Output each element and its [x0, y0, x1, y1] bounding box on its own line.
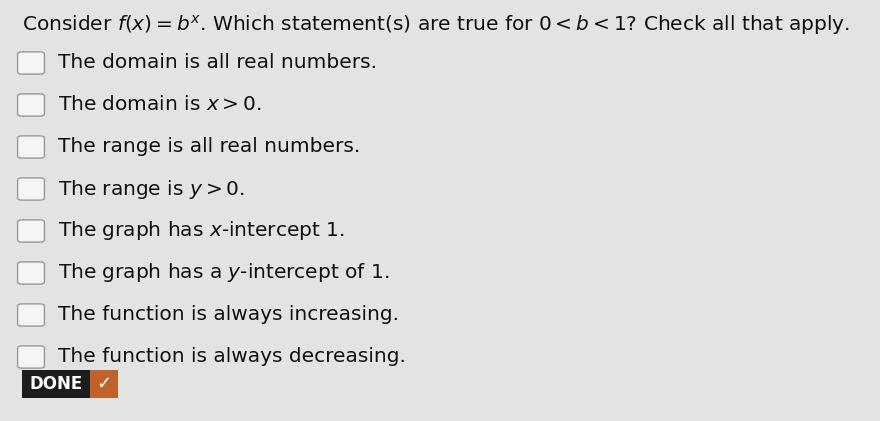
Text: The range is all real numbers.: The range is all real numbers. — [58, 138, 360, 157]
Text: Consider $f(x) = b^x$. Which statement(s) are true for $0 < b < 1$? Check all th: Consider $f(x) = b^x$. Which statement(s… — [22, 13, 850, 37]
Text: The function is always increasing.: The function is always increasing. — [58, 306, 399, 325]
FancyBboxPatch shape — [18, 220, 44, 242]
Text: The graph has $x$-intercept 1.: The graph has $x$-intercept 1. — [58, 219, 345, 242]
Text: ✓: ✓ — [97, 375, 112, 393]
FancyBboxPatch shape — [18, 304, 44, 326]
Text: The graph has a $y$-intercept of 1.: The graph has a $y$-intercept of 1. — [58, 261, 389, 285]
FancyBboxPatch shape — [90, 370, 118, 398]
FancyBboxPatch shape — [18, 52, 44, 74]
Text: The domain is all real numbers.: The domain is all real numbers. — [58, 53, 377, 72]
FancyBboxPatch shape — [18, 136, 44, 158]
Text: The range is $y > 0$.: The range is $y > 0$. — [58, 178, 245, 200]
FancyBboxPatch shape — [18, 346, 44, 368]
Text: The domain is $x > 0$.: The domain is $x > 0$. — [58, 96, 261, 115]
FancyBboxPatch shape — [18, 262, 44, 284]
Text: The function is always decreasing.: The function is always decreasing. — [58, 347, 406, 367]
FancyBboxPatch shape — [22, 370, 118, 398]
FancyBboxPatch shape — [18, 178, 44, 200]
Text: DONE: DONE — [29, 375, 83, 393]
FancyBboxPatch shape — [18, 94, 44, 116]
